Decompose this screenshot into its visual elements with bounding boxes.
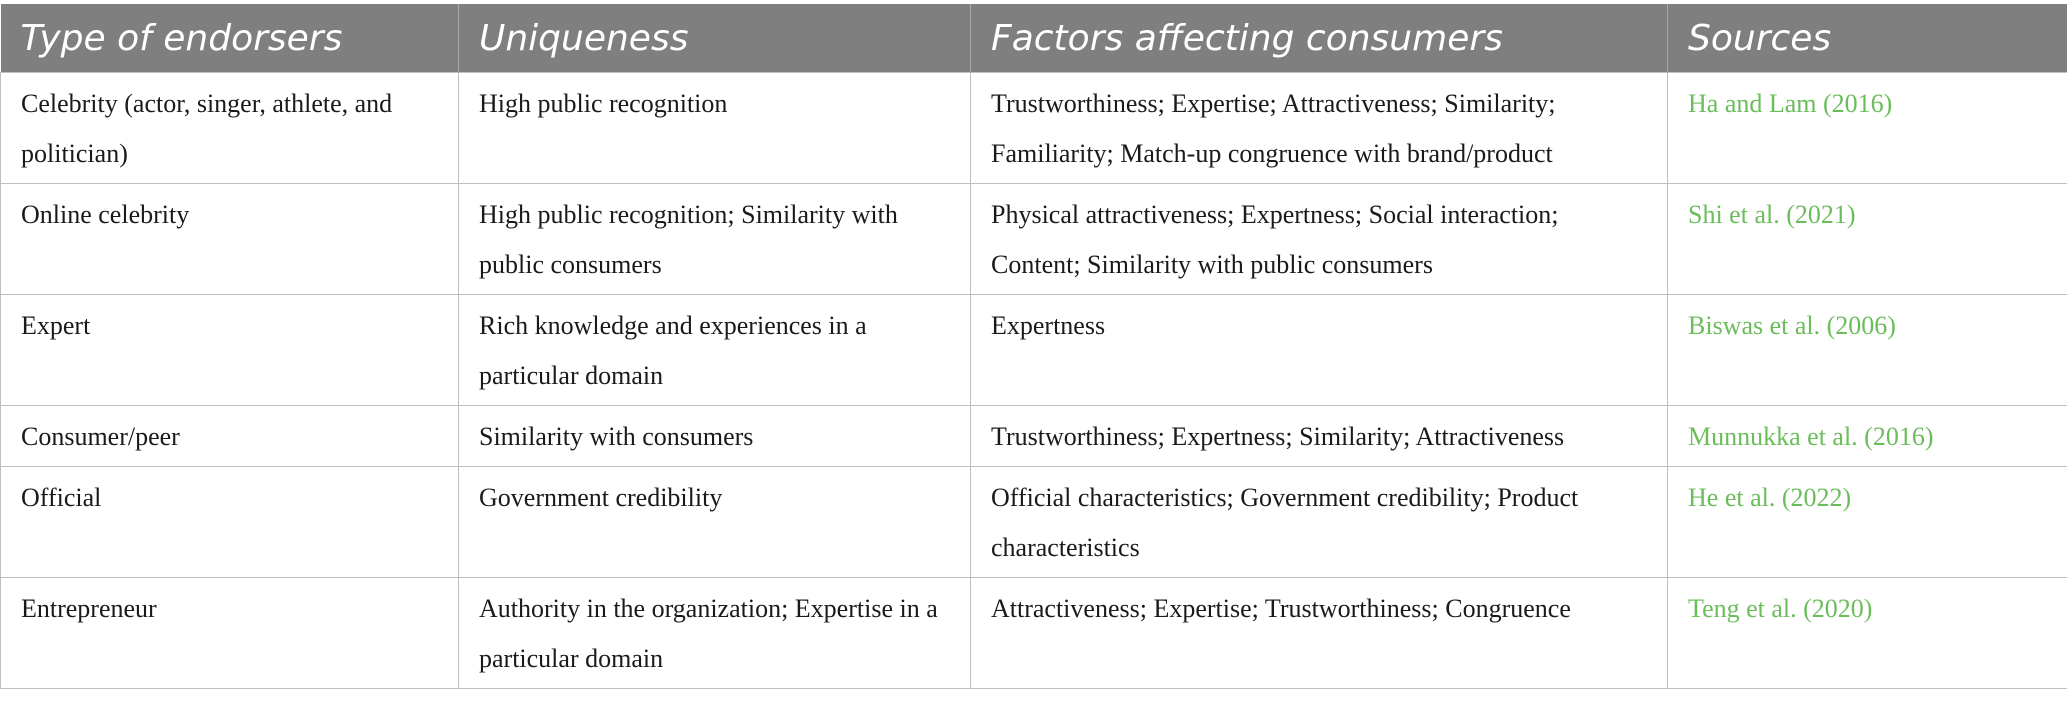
table-header: Type of endorsers Uniqueness Factors aff… [0,4,2067,73]
table-body: Celebrity (actor, singer, athlete, and p… [0,72,2067,689]
header-sources: Sources [1667,4,2067,73]
cell-type: Consumer/peer [0,405,459,467]
cell-factors: Trustworthiness; Expertise; Attractivene… [970,72,1668,184]
table-row: Expert Rich knowledge and experiences in… [0,294,2067,406]
cell-type: Expert [0,294,459,406]
cell-source-link[interactable]: He et al. (2022) [1667,466,2067,578]
cell-source-link[interactable]: Ha and Lam (2016) [1667,72,2067,184]
table-row: Official Government credibility Official… [0,466,2067,578]
cell-uniqueness: High public recognition [458,72,971,184]
cell-factors: Expertness [970,294,1668,406]
table-row: Entrepreneur Authority in the organizati… [0,577,2067,689]
cell-source-link[interactable]: Munnukka et al. (2016) [1667,405,2067,467]
cell-source-link[interactable]: Shi et al. (2021) [1667,183,2067,295]
cell-factors: Trustworthiness; Expertness; Similarity;… [970,405,1668,467]
cell-factors: Official characteristics; Government cre… [970,466,1668,578]
header-type-of-endorsers: Type of endorsers [0,4,459,73]
header-uniqueness: Uniqueness [458,4,971,73]
table-row: Celebrity (actor, singer, athlete, and p… [0,72,2067,184]
endorser-table-container: Type of endorsers Uniqueness Factors aff… [0,4,2067,689]
cell-uniqueness: Authority in the organization; Expertise… [458,577,971,689]
cell-source-link[interactable]: Biswas et al. (2006) [1667,294,2067,406]
table-row: Online celebrity High public recognition… [0,183,2067,295]
cell-uniqueness: High public recognition; Similarity with… [458,183,971,295]
cell-type: Celebrity (actor, singer, athlete, and p… [0,72,459,184]
cell-type: Entrepreneur [0,577,459,689]
endorser-types-table: Type of endorsers Uniqueness Factors aff… [0,4,2067,689]
cell-type: Online celebrity [0,183,459,295]
cell-factors: Physical attractiveness; Expertness; Soc… [970,183,1668,295]
cell-type: Official [0,466,459,578]
header-row: Type of endorsers Uniqueness Factors aff… [0,4,2067,73]
cell-factors: Attractiveness; Expertise; Trustworthine… [970,577,1668,689]
table-row: Consumer/peer Similarity with consumers … [0,405,2067,467]
header-factors: Factors affecting consumers [970,4,1668,73]
cell-uniqueness: Similarity with consumers [458,405,971,467]
cell-uniqueness: Rich knowledge and experiences in a part… [458,294,971,406]
cell-uniqueness: Government credibility [458,466,971,578]
cell-source-link[interactable]: Teng et al. (2020) [1667,577,2067,689]
